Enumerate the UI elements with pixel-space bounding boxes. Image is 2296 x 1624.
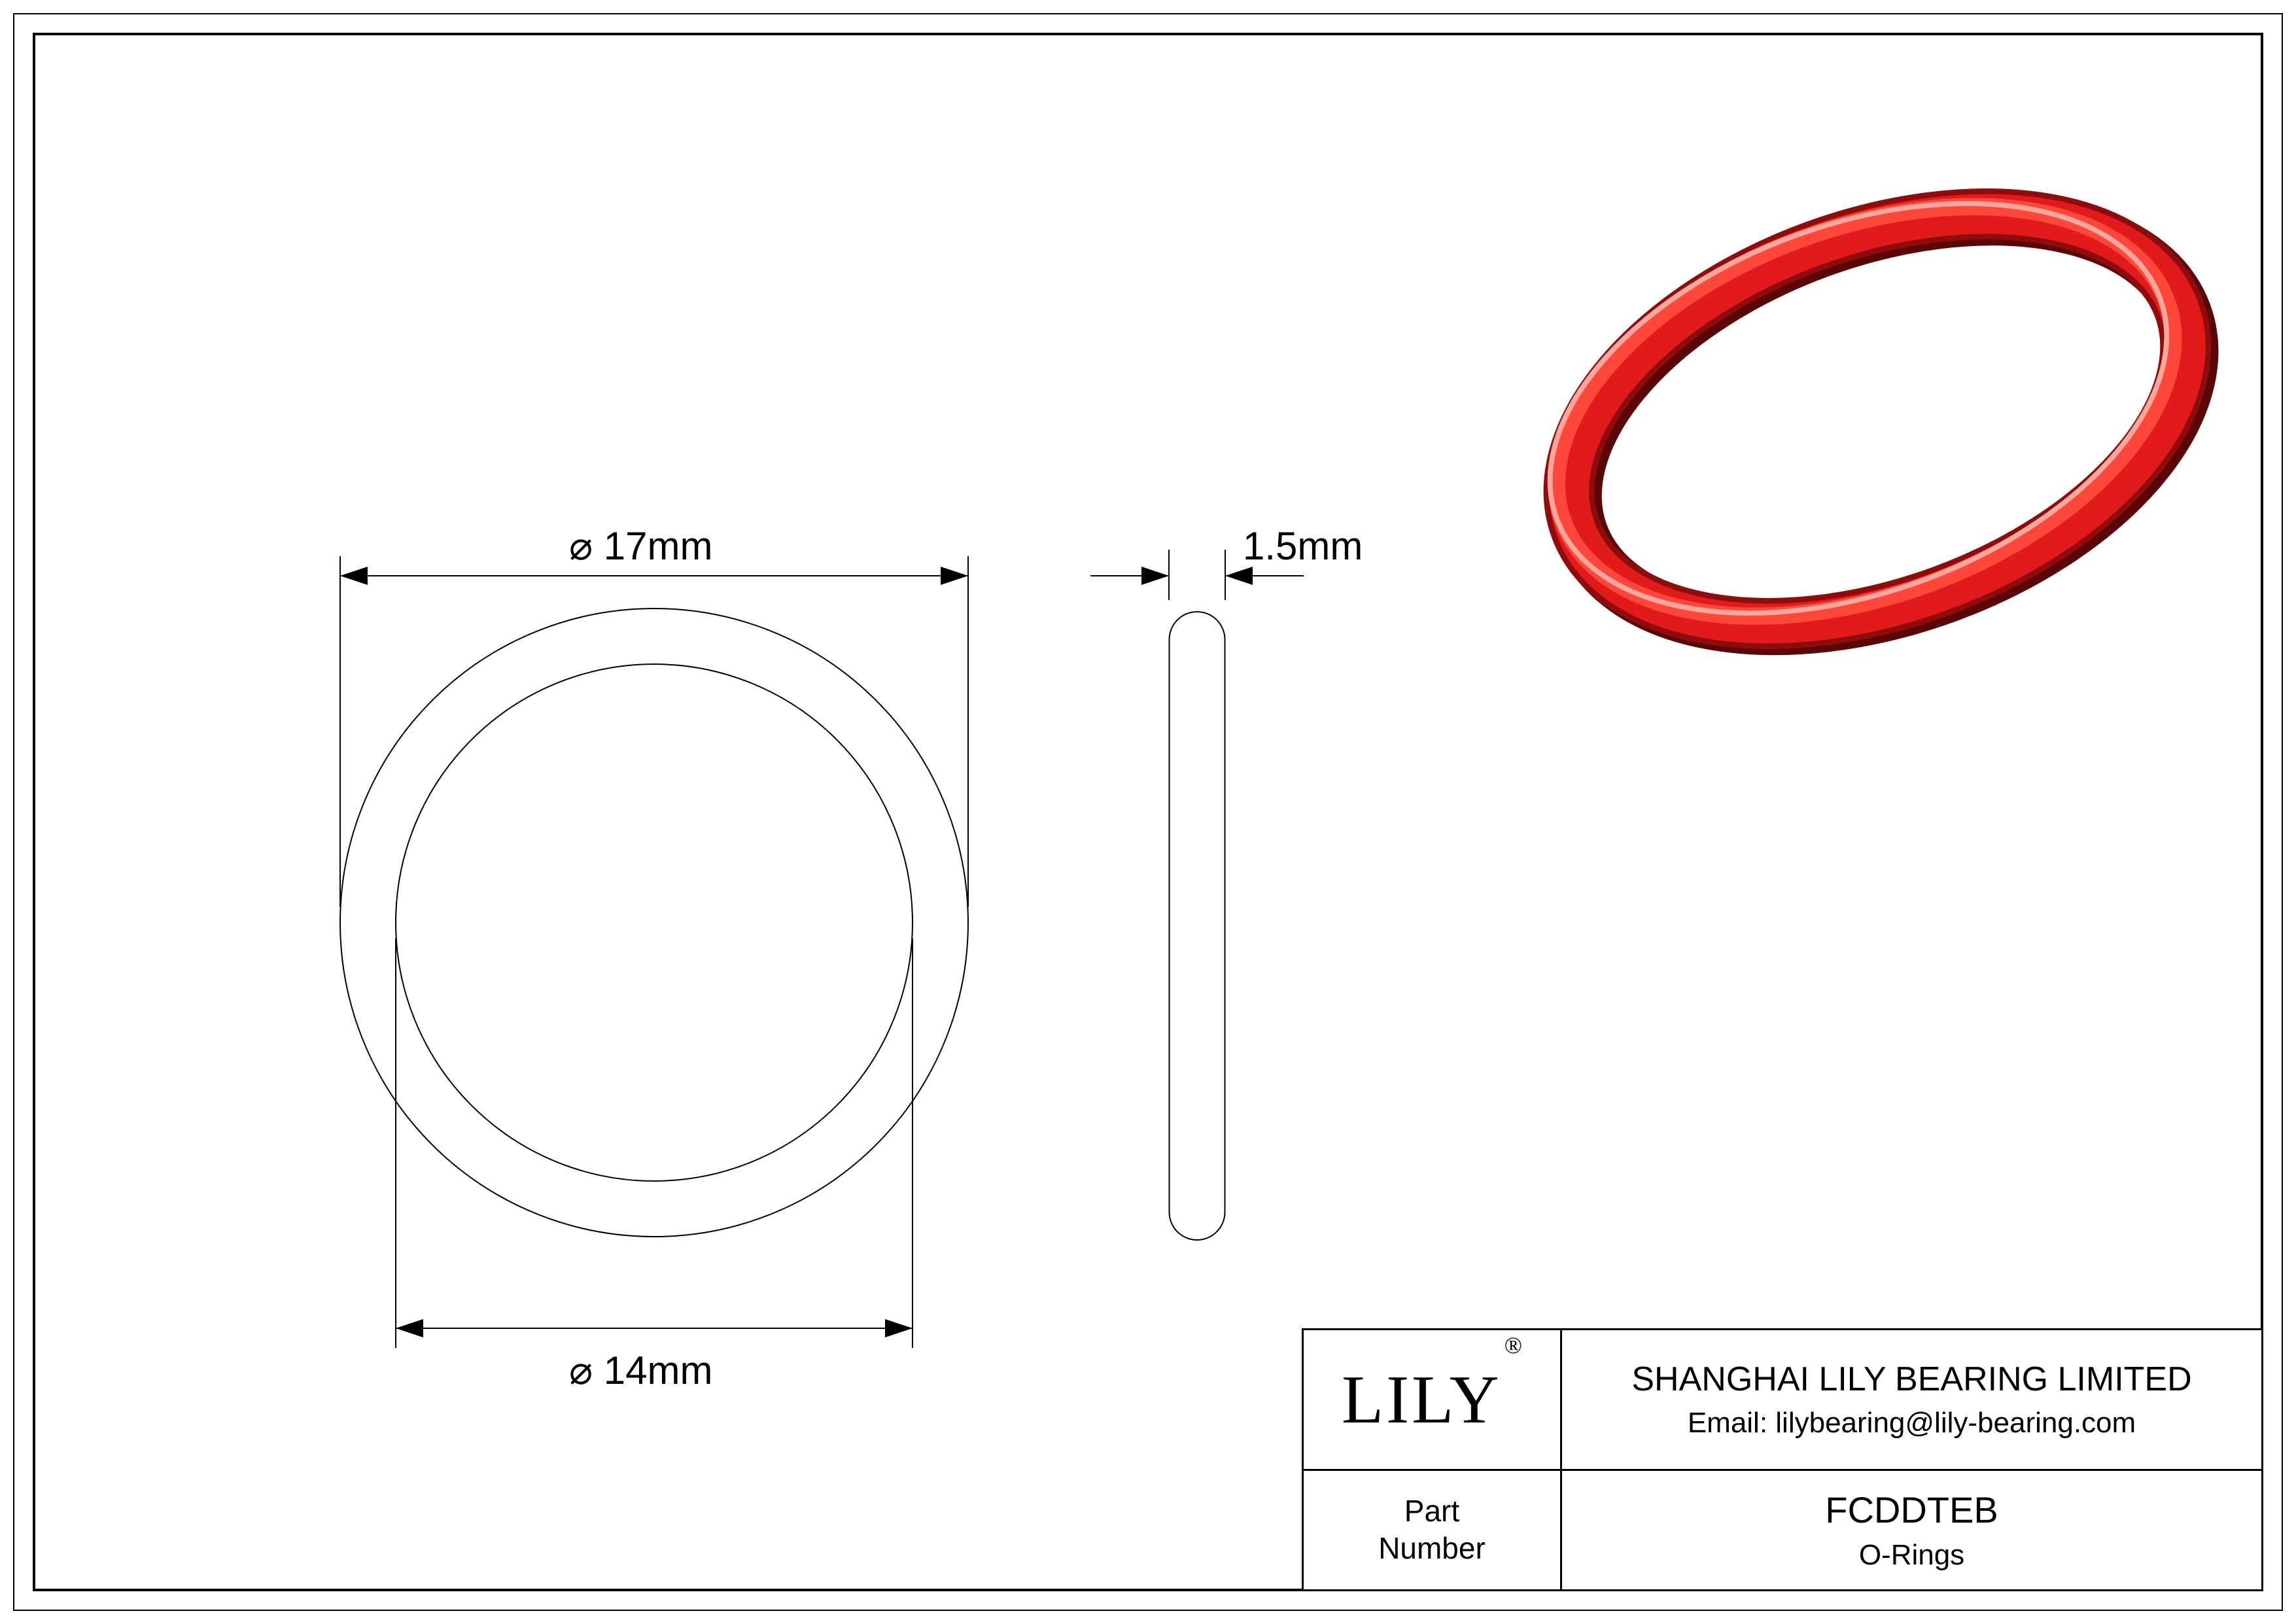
part-label-cell: Part Number <box>1304 1471 1562 1589</box>
outer-diameter-label: ⌀ 17mm <box>569 523 713 569</box>
part-label-line2: Number <box>1378 1531 1486 1565</box>
part-description: O-Rings <box>1859 1539 1964 1572</box>
part-number: FCDDTEB <box>1825 1489 1998 1531</box>
company-cell: SHANGHAI LILY BEARING LIMITED Email: lil… <box>1562 1330 2261 1469</box>
company-name: SHANGHAI LILY BEARING LIMITED <box>1631 1360 2191 1399</box>
drawing-sheet: ⌀ 17mm ⌀ 14mm 1.5mm LILY® SHANGHAI LILY … <box>0 0 2296 1624</box>
inner-diameter-label: ⌀ 14mm <box>569 1348 713 1394</box>
brand-logo: LILY® <box>1342 1365 1522 1434</box>
part-label-line1: Part <box>1404 1494 1459 1528</box>
company-email: Email: lilybearing@lily-bearing.com <box>1688 1407 2136 1439</box>
part-label: Part Number <box>1378 1492 1486 1568</box>
title-block: LILY® SHANGHAI LILY BEARING LIMITED Emai… <box>1302 1328 2263 1591</box>
thickness-label: 1.5mm <box>1243 523 1363 569</box>
registered-mark-icon: ® <box>1505 1332 1525 1358</box>
brand-name: LILY <box>1342 1361 1502 1438</box>
part-value-cell: FCDDTEB O-Rings <box>1562 1471 2261 1589</box>
logo-cell: LILY® <box>1304 1330 1562 1469</box>
